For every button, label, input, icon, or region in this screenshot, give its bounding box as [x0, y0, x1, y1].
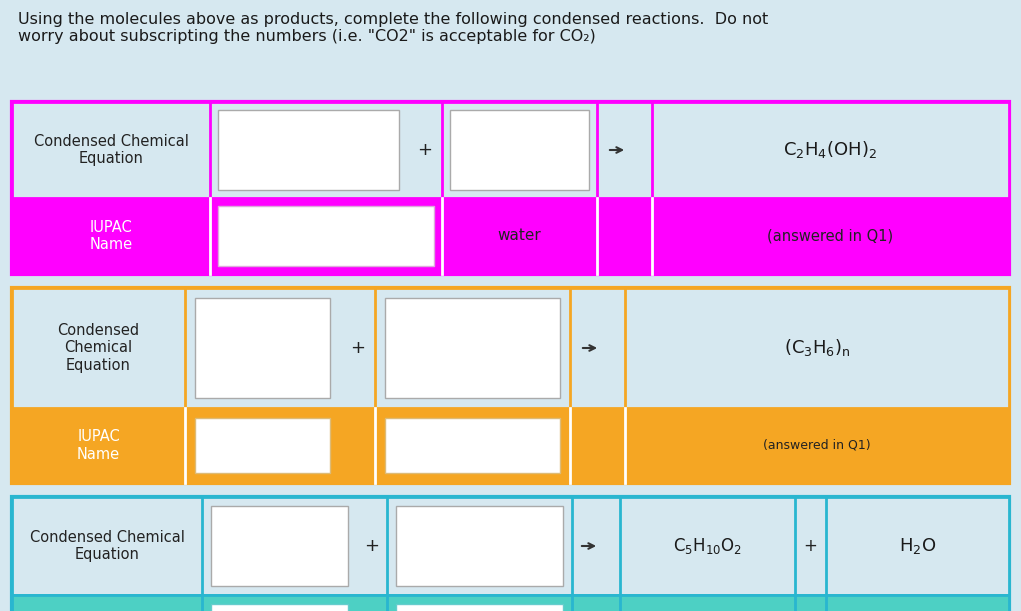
Text: Using the molecules above as products, complete the following condensed reaction: Using the molecules above as products, c… — [18, 12, 768, 45]
Text: +: + — [804, 537, 818, 555]
Bar — [396, 604, 563, 611]
Bar — [12, 288, 1009, 408]
Text: $\mathregular{(C_3H_6)_n}$: $\mathregular{(C_3H_6)_n}$ — [784, 337, 850, 359]
Text: water: water — [497, 229, 541, 244]
Bar — [12, 102, 1009, 274]
Text: Condensed Chemical
Equation: Condensed Chemical Equation — [34, 134, 189, 166]
Bar — [396, 506, 563, 586]
Text: $\mathregular{H_2O}$: $\mathregular{H_2O}$ — [898, 536, 936, 556]
Text: $\mathregular{C_5H_{10}O_2}$: $\mathregular{C_5H_{10}O_2}$ — [673, 536, 742, 556]
Bar — [12, 497, 1009, 595]
Text: IUPAC
Name: IUPAC Name — [77, 430, 120, 462]
Bar — [12, 288, 1009, 483]
Bar — [12, 497, 1009, 611]
Text: +: + — [417, 141, 432, 159]
Text: Condensed Chemical
Equation: Condensed Chemical Equation — [30, 530, 185, 562]
Text: Condensed
Chemical
Equation: Condensed Chemical Equation — [57, 323, 140, 373]
Bar — [211, 604, 348, 611]
Text: +: + — [350, 339, 364, 357]
Bar — [218, 110, 399, 190]
Text: $\mathregular{C_2H_4(OH)_2}$: $\mathregular{C_2H_4(OH)_2}$ — [783, 139, 878, 161]
Bar — [385, 418, 560, 473]
Bar — [385, 298, 560, 398]
Text: IUPAC
Name: IUPAC Name — [90, 220, 133, 252]
Text: (answered in Q1): (answered in Q1) — [763, 439, 871, 452]
Bar — [195, 418, 330, 473]
Bar — [218, 206, 434, 266]
Bar — [12, 102, 1009, 198]
Bar — [195, 298, 330, 398]
Bar — [450, 110, 589, 190]
Bar — [211, 506, 348, 586]
Bar — [12, 595, 1009, 611]
Text: (answered in Q1): (answered in Q1) — [768, 229, 893, 244]
Text: +: + — [364, 537, 380, 555]
